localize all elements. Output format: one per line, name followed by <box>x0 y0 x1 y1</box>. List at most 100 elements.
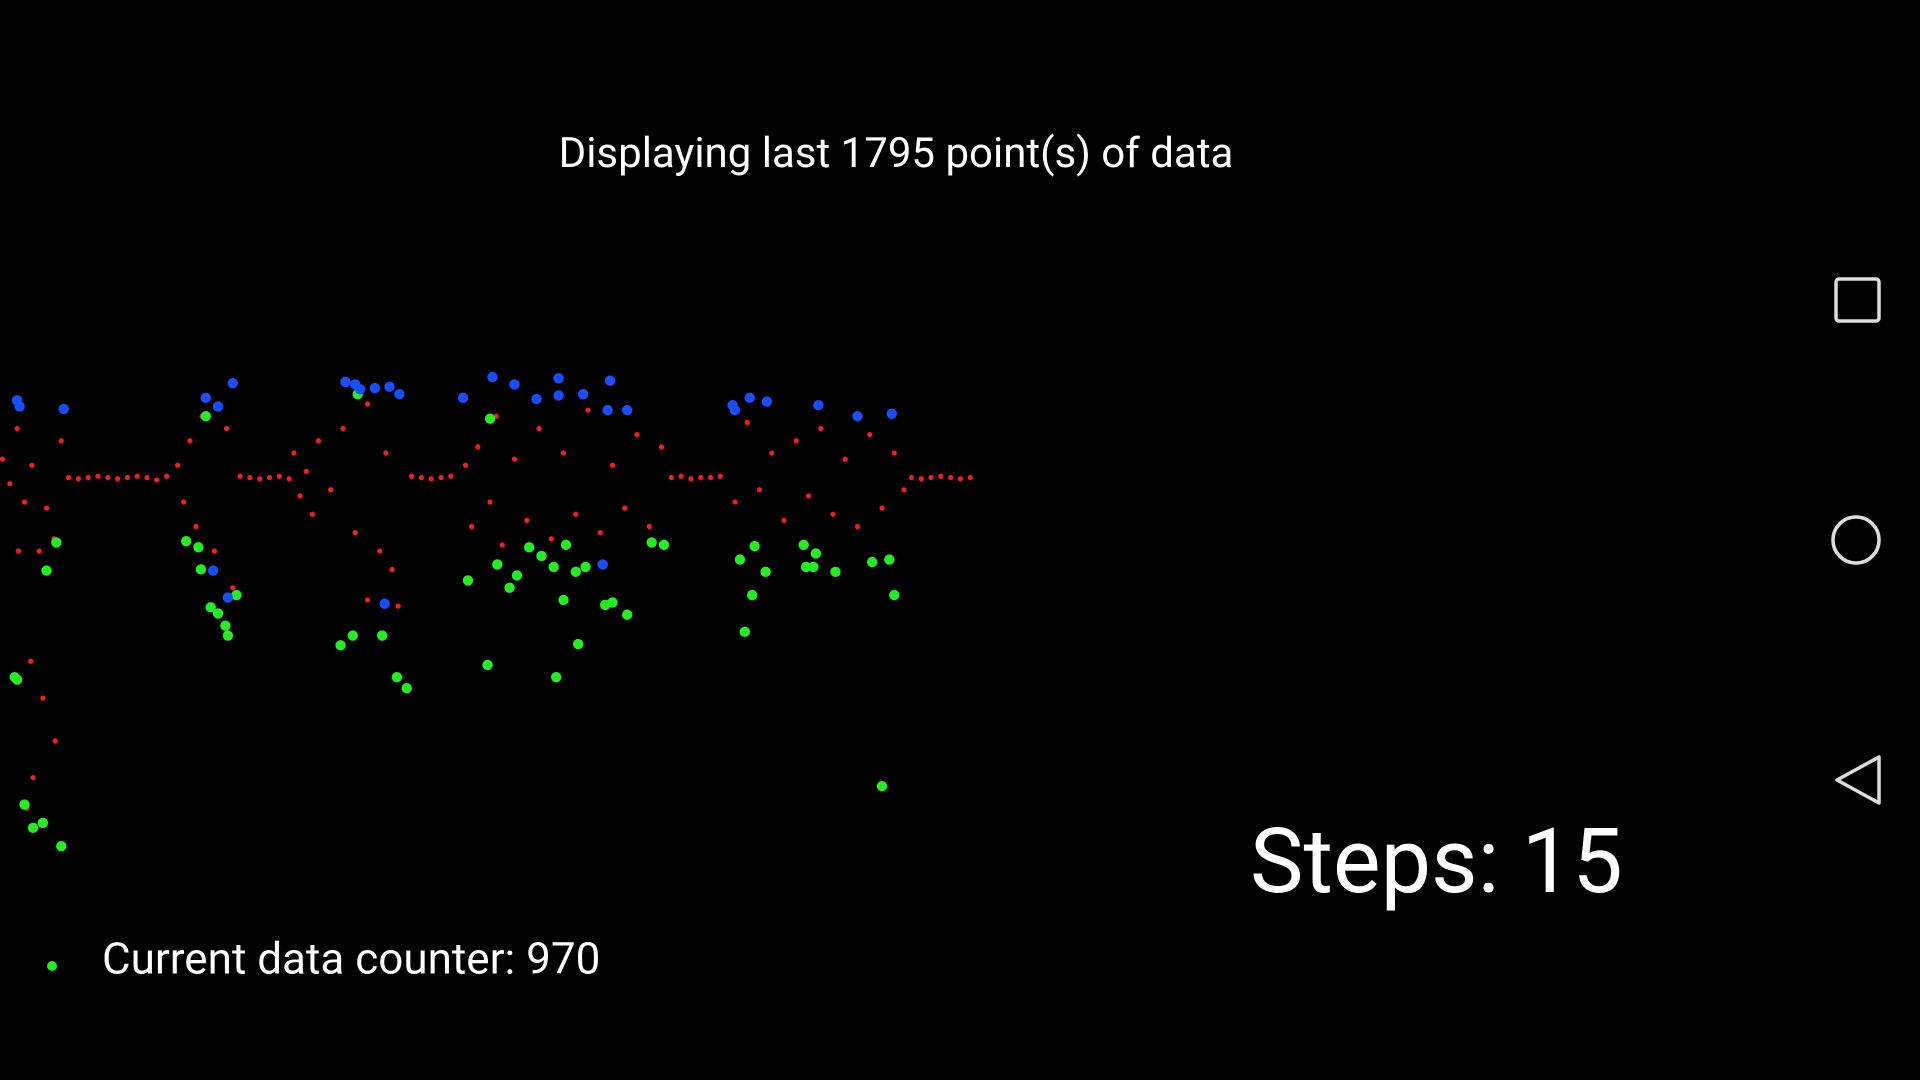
data-point <box>195 564 207 575</box>
data-point <box>462 462 469 468</box>
data-point <box>948 474 954 481</box>
data-point <box>354 384 366 395</box>
data-point <box>303 468 309 474</box>
data-point <box>484 413 496 424</box>
data-point <box>570 566 581 578</box>
data-point <box>364 597 371 603</box>
data-point <box>14 425 20 432</box>
data-point <box>115 476 121 482</box>
data-point <box>678 473 684 479</box>
data-point <box>739 626 750 638</box>
data-point <box>746 589 758 601</box>
data-point <box>805 493 812 499</box>
data-point <box>224 425 230 432</box>
data-point <box>658 444 665 450</box>
data-point <box>609 462 616 468</box>
data-point <box>205 602 216 613</box>
data-point <box>51 537 62 548</box>
data-point <box>200 392 211 404</box>
data-point <box>560 539 572 551</box>
data-point <box>867 556 878 568</box>
data-point <box>707 474 714 481</box>
data-point <box>798 539 809 551</box>
data-point <box>492 559 503 570</box>
data-point <box>377 548 383 554</box>
data-point <box>622 505 628 511</box>
data-point <box>622 404 633 416</box>
data-point <box>14 401 25 412</box>
data-point <box>967 474 973 481</box>
data-point <box>842 456 848 462</box>
data-point <box>580 561 591 573</box>
data-point <box>428 476 434 482</box>
data-point <box>124 474 130 481</box>
data-point <box>756 487 763 493</box>
data-point <box>418 474 424 481</box>
home-button[interactable] <box>1831 515 1881 565</box>
data-point <box>634 432 640 438</box>
data-point <box>309 511 315 517</box>
data-point <box>886 408 897 419</box>
data-point <box>688 476 694 482</box>
data-point <box>867 432 873 438</box>
data-point <box>222 592 234 603</box>
data-point <box>391 671 403 683</box>
data-point <box>475 444 481 450</box>
data-point <box>646 537 657 548</box>
data-point <box>717 473 723 479</box>
data-point <box>266 474 273 481</box>
data-point <box>597 559 608 570</box>
recent-apps-button[interactable] <box>1834 277 1881 323</box>
data-point <box>286 476 292 482</box>
chart-title: Displaying last 1795 point(s) of data <box>559 129 1234 178</box>
data-point <box>577 389 589 400</box>
data-point <box>800 561 812 573</box>
back-button[interactable] <box>1835 755 1881 805</box>
data-point <box>668 474 674 481</box>
data-point <box>531 393 542 405</box>
data-point <box>389 566 395 572</box>
data-point <box>499 542 505 548</box>
data-point <box>511 570 523 581</box>
data-point <box>212 401 224 412</box>
data-point <box>29 462 35 468</box>
data-point <box>193 523 199 530</box>
data-point <box>732 499 738 505</box>
data-point <box>457 392 469 404</box>
data-point <box>938 473 944 479</box>
data-point <box>553 373 564 384</box>
data-point <box>95 473 101 479</box>
data-point <box>181 536 192 547</box>
data-point <box>222 630 234 641</box>
plot <box>0 371 973 852</box>
data-point <box>181 499 187 505</box>
data-point <box>75 476 81 482</box>
data-point <box>604 375 616 386</box>
data-point <box>548 536 554 542</box>
data-point <box>810 548 822 559</box>
data-point <box>524 517 530 523</box>
data-point <box>573 638 584 650</box>
data-point <box>105 474 111 481</box>
data-point <box>469 523 475 530</box>
data-point <box>66 474 72 481</box>
data-point <box>52 738 58 744</box>
data-point <box>957 476 964 482</box>
data-point <box>200 411 211 422</box>
data-point <box>818 425 824 432</box>
data-point <box>27 822 39 834</box>
data-point <box>175 462 181 468</box>
data-point <box>85 474 91 481</box>
data-point <box>347 630 358 641</box>
data-point <box>40 695 46 701</box>
data-point <box>335 640 346 651</box>
data-point <box>227 377 238 389</box>
data-point <box>536 550 547 562</box>
data-point <box>830 566 841 578</box>
data-point <box>230 585 236 591</box>
data-point <box>0 456 6 462</box>
data-point <box>401 683 412 694</box>
data-point <box>291 450 297 456</box>
data-point <box>487 371 498 383</box>
data-point <box>558 594 569 606</box>
